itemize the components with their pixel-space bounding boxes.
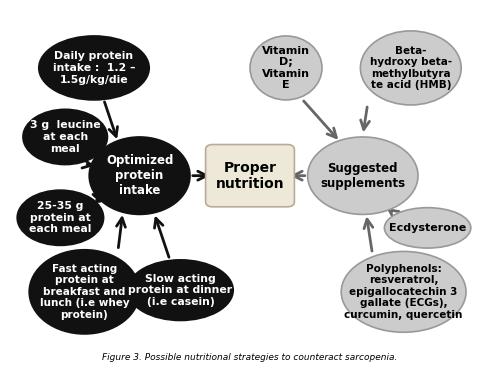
Ellipse shape: [128, 260, 233, 321]
Ellipse shape: [29, 250, 140, 334]
Text: Ecdysterone: Ecdysterone: [389, 223, 466, 233]
Ellipse shape: [39, 36, 149, 100]
Text: Proper
nutrition: Proper nutrition: [216, 161, 284, 191]
Text: 25-35 g
protein at
each meal: 25-35 g protein at each meal: [29, 201, 92, 234]
Text: Slow acting
protein at dinner
(i.e casein): Slow acting protein at dinner (i.e casei…: [128, 273, 232, 307]
Ellipse shape: [341, 251, 466, 332]
Ellipse shape: [360, 31, 461, 105]
Ellipse shape: [308, 137, 418, 214]
Ellipse shape: [23, 109, 107, 165]
Text: 3 g  leucine
at each
meal: 3 g leucine at each meal: [30, 120, 100, 154]
Text: Fast acting
protein at
breakfast and
lunch (i.e whey
protein): Fast acting protein at breakfast and lun…: [40, 264, 129, 320]
Ellipse shape: [250, 36, 322, 100]
Ellipse shape: [17, 190, 104, 245]
FancyBboxPatch shape: [206, 145, 294, 207]
Text: Figure 3. Possible nutritional strategies to counteract sarcopenia.: Figure 3. Possible nutritional strategie…: [102, 353, 398, 362]
Text: Polyphenols:
resveratrol,
epigallocatechin 3
gallate (ECGs),
curcumin, quercetin: Polyphenols: resveratrol, epigallocatech…: [344, 264, 463, 320]
Ellipse shape: [89, 137, 190, 214]
Text: Vitamin
D;
Vitamin
E: Vitamin D; Vitamin E: [262, 45, 310, 90]
Text: Beta-
hydroxy beta-
methylbutyra
te acid (HMB): Beta- hydroxy beta- methylbutyra te acid…: [370, 45, 452, 90]
Text: Optimized
protein
intake: Optimized protein intake: [106, 154, 174, 197]
Ellipse shape: [384, 208, 471, 248]
Text: Suggested
supplements: Suggested supplements: [320, 162, 406, 190]
Text: Daily protein
intake :  1.2 –
1.5g/kg/die: Daily protein intake : 1.2 – 1.5g/kg/die: [53, 51, 135, 85]
